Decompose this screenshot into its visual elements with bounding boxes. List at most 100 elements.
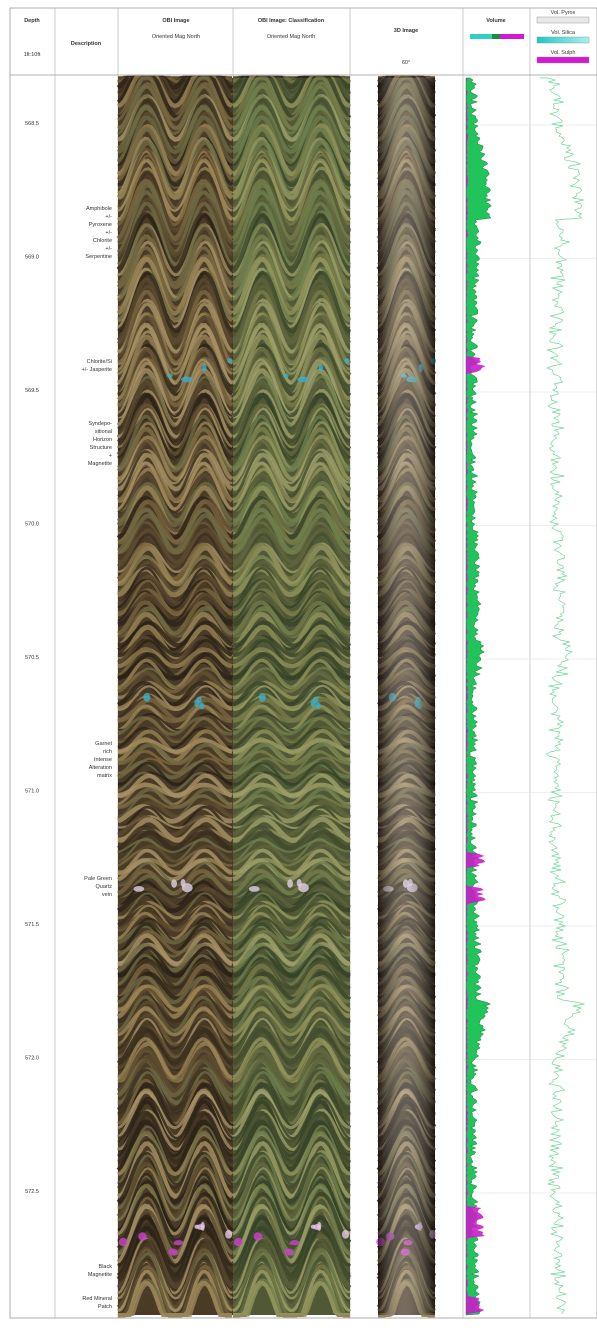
inclusion [143, 692, 151, 702]
description-text: Magnetite [88, 1272, 112, 1278]
inclusion [133, 886, 145, 892]
obi-image [116, 75, 234, 1318]
description-text: Intense [94, 757, 112, 763]
frame [9, 7, 597, 1319]
description-text: Chlorite/Si [87, 359, 112, 365]
inclusion [225, 1229, 233, 1239]
image-band [232, 761, 351, 787]
depth-label: 570.5 [25, 655, 39, 661]
depth-label: 572.5 [25, 1189, 39, 1195]
inclusion [233, 1237, 243, 1247]
legend-swatch [536, 36, 590, 44]
depth-label: 571.5 [25, 922, 39, 928]
image-band [232, 532, 351, 576]
description-text: sitional [95, 429, 112, 435]
volume-legend-swatch [470, 34, 492, 39]
description-text: matrix [97, 773, 112, 779]
image-3d [376, 75, 437, 1318]
volume-green [465, 77, 492, 1316]
inclusion [168, 1248, 178, 1256]
inclusion [341, 1229, 350, 1239]
inclusion [284, 1248, 294, 1256]
depth-scale: 1ft:10ft [24, 52, 41, 58]
legend-label: Vol. Silica [551, 30, 576, 36]
volume-title: Volume [486, 18, 505, 24]
depth-label: 571.0 [25, 789, 39, 795]
inclusion [297, 376, 309, 383]
image-band [117, 761, 233, 787]
image-band [232, 750, 350, 766]
legend-swatch [536, 16, 590, 24]
legend-swatch [536, 56, 590, 64]
inclusion [283, 373, 289, 378]
description-text: Garnet [95, 741, 112, 747]
inclusion [253, 1232, 263, 1241]
inclusion [227, 357, 233, 364]
description-text: Magnetite [88, 461, 112, 467]
description-text: +/- [105, 214, 112, 220]
inclusion [310, 699, 316, 708]
image-band [232, 716, 351, 744]
inclusion [287, 879, 293, 888]
description-text: Quartz [95, 884, 112, 890]
description-text: Red Mineral [82, 1296, 112, 1302]
inclusion [248, 886, 260, 892]
inclusion [194, 699, 200, 708]
description-text: + [109, 453, 112, 459]
inclusion [171, 879, 178, 888]
depth-label: 569.5 [25, 388, 39, 394]
silica-curve [540, 77, 585, 1315]
inclusion [180, 376, 193, 383]
volume-legend-swatch [492, 34, 500, 39]
inclusion [258, 692, 266, 702]
description-text: Structure [90, 445, 112, 451]
obi-classification [231, 75, 352, 1318]
description-text: vein [102, 892, 112, 898]
inclusion [344, 357, 350, 364]
inclusion [118, 1237, 128, 1247]
description-text: Pyroxene [89, 222, 112, 228]
volume-legend-swatch [500, 34, 524, 39]
image-band [117, 716, 233, 744]
legend-label: Vol. Pyrox [551, 10, 576, 16]
obi-class-subtitle: Oriented Mag North [267, 34, 315, 40]
description-text: rich [103, 749, 112, 755]
legend-label: Vol. Sulph [551, 50, 576, 56]
inclusion [180, 879, 186, 887]
inclusion [296, 879, 302, 887]
inclusion [289, 1240, 300, 1246]
image-band [232, 392, 352, 452]
description-text: +/- Jasperite [82, 367, 112, 373]
cylinder-shade [378, 78, 435, 1315]
description-text: Patch [98, 1304, 112, 1310]
inclusion [138, 1232, 147, 1241]
description-title: Description [71, 41, 102, 47]
description-text: Syndepo- [88, 421, 112, 427]
description-text: Pale Green [84, 876, 112, 882]
description-text: Amphibole [86, 206, 112, 212]
description-text: Alteration [89, 765, 112, 771]
inclusion [315, 702, 321, 710]
inclusion [202, 363, 207, 373]
description-text: Serpentine [85, 254, 112, 260]
image3d-title: 3D Image [394, 28, 418, 34]
description-text: Black [99, 1264, 113, 1270]
image-tint [233, 78, 350, 1315]
image-band [117, 805, 233, 831]
depth-label: 570.0 [25, 522, 39, 528]
image-band [233, 1281, 350, 1317]
image-band [232, 805, 351, 831]
image-band [117, 532, 233, 575]
obi-subtitle: Oriented Mag North [152, 34, 200, 40]
depth-label: 569.0 [25, 255, 39, 261]
inclusion [313, 1224, 321, 1230]
inclusion [167, 373, 173, 378]
legend: Vol. Pyrox Vol. Silica Vol. Sulph [536, 10, 590, 64]
description-text: +/- [105, 246, 112, 252]
obi-class-title: OBI Image: Classification [258, 18, 325, 24]
obi-title: OBI Image [162, 18, 189, 24]
inclusion [199, 702, 205, 710]
description-text: Horizon [93, 437, 112, 443]
inclusion [173, 1240, 184, 1246]
